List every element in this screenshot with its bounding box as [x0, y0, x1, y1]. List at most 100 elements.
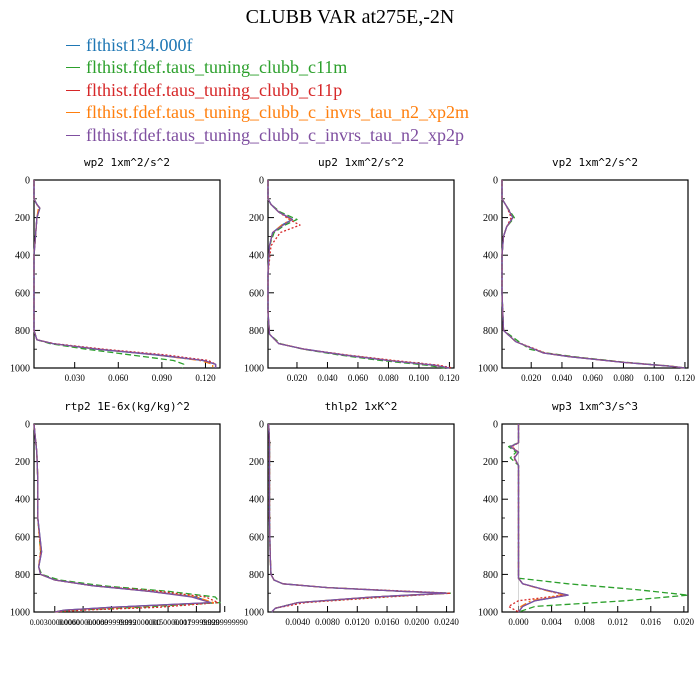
x-tick-label: 0.0200 [404, 617, 429, 627]
series-line [268, 423, 451, 613]
x-tick-label: 0.0240 [434, 617, 459, 627]
y-tick-label: 800 [249, 570, 264, 581]
legend-item: flthist.fdef.taus_tuning_clubb_c_invrs_t… [66, 124, 469, 147]
y-tick-label: 600 [483, 288, 498, 299]
x-tick-label: 0.0040 [285, 617, 310, 627]
series-line [33, 180, 217, 368]
series-line [33, 423, 219, 613]
x-tick-label: 0.0080 [315, 617, 340, 627]
legend-item: flthist.fdef.taus_tuning_clubb_c_invrs_t… [66, 102, 469, 125]
legend-label: flthist.fdef.taus_tuning_clubb_c11m [86, 57, 348, 78]
series-line [267, 180, 445, 369]
y-tick-label: 200 [249, 457, 264, 468]
y-tick-label: 600 [483, 532, 498, 543]
figure-title: CLUBB VAR at275E,-2N [245, 6, 455, 28]
legend-label: flthist.fdef.taus_tuning_clubb_c_invrs_t… [86, 102, 469, 123]
x-tick-label: 0.120 [195, 373, 216, 383]
x-tick-label: 0.0209999990 [202, 618, 248, 627]
y-tick-label: 1000 [244, 608, 264, 619]
plot-frame [267, 423, 455, 613]
panel-title: thlp2 1xK^2 [325, 400, 398, 413]
y-tick-label: 200 [483, 213, 498, 224]
series-line [268, 423, 448, 613]
x-tick-label: 0.004 [541, 617, 562, 627]
y-tick-label: 600 [249, 288, 264, 299]
x-tick-label: 0.040 [317, 373, 338, 383]
x-tick-label: 0.0179999999 [173, 618, 219, 627]
series-line [33, 180, 185, 369]
legend-swatch [66, 112, 80, 114]
x-tick-label: 0.120 [439, 373, 460, 383]
legend: flthist134.000f flthist.fdef.taus_tuning… [66, 34, 469, 147]
series-line [501, 180, 685, 369]
legend-item: flthist.fdef.taus_tuning_clubb_c11m [66, 57, 469, 80]
legend-swatch [66, 44, 80, 46]
plot-frame [33, 423, 221, 613]
panel-title: wp3 1xm^3/s^3 [552, 400, 638, 413]
x-tick-label: 0.120 [675, 373, 696, 383]
series-line [268, 423, 448, 613]
x-tick-label: 0.020 [287, 373, 308, 383]
x-tick-label: 0.060 [583, 373, 604, 383]
x-tick-label: 0.00600000000 [58, 618, 108, 627]
legend-item: flthist134.000f [66, 34, 469, 57]
series-line [33, 180, 217, 368]
x-tick-label: 0.0160 [375, 617, 400, 627]
series-line [267, 180, 450, 369]
x-tick-label: 0.000 [508, 617, 529, 627]
y-tick-label: 200 [249, 213, 264, 224]
y-tick-label: 1000 [10, 364, 30, 375]
y-tick-label: 200 [483, 457, 498, 468]
y-tick-label: 600 [15, 532, 30, 543]
x-tick-label: 0.020 [521, 373, 542, 383]
series-line [267, 180, 453, 369]
x-tick-label: 0.00300000000 [30, 618, 80, 627]
series-line [33, 180, 214, 368]
y-tick-label: 400 [15, 495, 30, 506]
plot-frame [267, 179, 455, 369]
series-line [268, 423, 448, 613]
series-line [33, 423, 215, 613]
plot-frame [33, 179, 221, 369]
series-line [507, 424, 565, 613]
x-tick-label: 0.012000000 [119, 618, 161, 627]
y-tick-label: 400 [249, 495, 264, 506]
y-tick-label: 0 [259, 176, 264, 187]
panel-title: vp2 1xm^2/s^2 [552, 156, 638, 169]
series-line [501, 180, 685, 369]
y-tick-label: 0 [25, 420, 30, 431]
series-line [501, 180, 685, 369]
legend-label: flthist134.000f [86, 34, 193, 55]
series-line [33, 423, 212, 613]
y-tick-label: 0 [259, 420, 264, 431]
chart-panel: wp2 1xm^2/s^2 0 200 400 600 800 1000 0.030 0.060… [10, 156, 221, 383]
x-tick-label: 0.0150000001 [145, 618, 191, 627]
panel-title: rtp2 1E-6x(kg/kg)^2 [64, 400, 190, 413]
x-tick-label: 0.100 [409, 373, 430, 383]
series-line [501, 180, 685, 369]
x-tick-label: 0.00899999999 [86, 618, 136, 627]
y-tick-label: 1000 [478, 364, 498, 375]
series-line [33, 423, 212, 613]
y-tick-label: 200 [15, 213, 30, 224]
chart-panel: up2 1xm^2/s^2 0 200 400 600 800 1000 0.020 0.040… [244, 156, 460, 383]
y-tick-label: 800 [15, 570, 30, 581]
panel-title: up2 1xm^2/s^2 [318, 156, 404, 169]
x-tick-label: 0.016 [641, 617, 662, 627]
x-tick-label: 0.080 [378, 373, 399, 383]
x-tick-label: 0.0120 [345, 617, 370, 627]
x-tick-label: 0.080 [613, 373, 634, 383]
y-tick-label: 1000 [10, 608, 30, 619]
chart-panel: vp2 1xm^2/s^2 0 200 400 600 800 1000 0.020 0.040… [478, 156, 696, 383]
legend-swatch [66, 67, 80, 69]
series-line [507, 424, 689, 613]
panel-title: wp2 1xm^2/s^2 [84, 156, 170, 169]
y-tick-label: 600 [249, 532, 264, 543]
plot-frame [501, 423, 689, 613]
series-line [501, 180, 685, 369]
y-tick-label: 0 [25, 176, 30, 187]
y-tick-label: 400 [15, 251, 30, 262]
y-tick-label: 200 [15, 457, 30, 468]
y-tick-label: 0 [493, 176, 498, 187]
series-line [268, 423, 451, 613]
